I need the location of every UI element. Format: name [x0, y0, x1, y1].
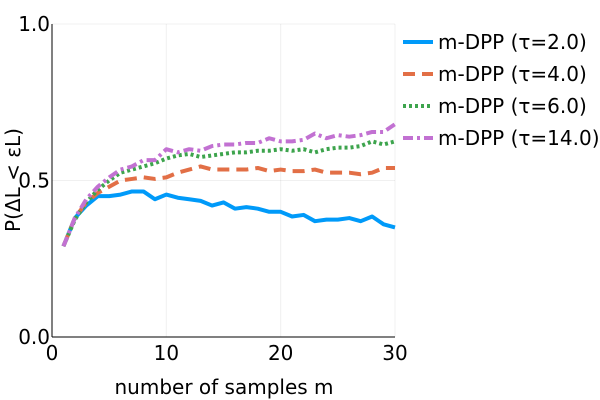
x-axis-title: number of samples m — [114, 375, 333, 399]
series-line-2 — [61, 164, 395, 247]
y-tick-label: 0.0 — [18, 325, 50, 349]
axes — [51, 24, 395, 338]
series-line-3 — [61, 139, 396, 248]
legend-label-1: m-DPP (τ=2.0) — [438, 30, 587, 54]
series-line-4 — [61, 122, 397, 247]
series-lines — [61, 122, 397, 248]
x-tick-label: 10 — [154, 341, 179, 365]
y-axis-title: P(ΔL < εL) — [1, 128, 25, 232]
series-line-1 — [61, 189, 396, 247]
legend-label-3: m-DPP (τ=6.0) — [438, 94, 587, 118]
x-tick-label: 20 — [268, 341, 293, 365]
x-tick-label: 0 — [46, 341, 59, 365]
x-tick-label: 30 — [382, 341, 407, 365]
y-tick-label: 0.5 — [18, 169, 50, 193]
legend-label-4: m-DPP (τ=14.0) — [438, 126, 600, 150]
legend: m-DPP (τ=2.0) m-DPP (τ=4.0) m-DPP (τ=6.0) m… — [403, 30, 600, 150]
y-tick-label: 1.0 — [18, 12, 50, 36]
legend-label-2: m-DPP (τ=4.0) — [438, 62, 587, 86]
tick-labels: 0 10 20 30 0.0 0.5 1.0 — [18, 12, 408, 365]
